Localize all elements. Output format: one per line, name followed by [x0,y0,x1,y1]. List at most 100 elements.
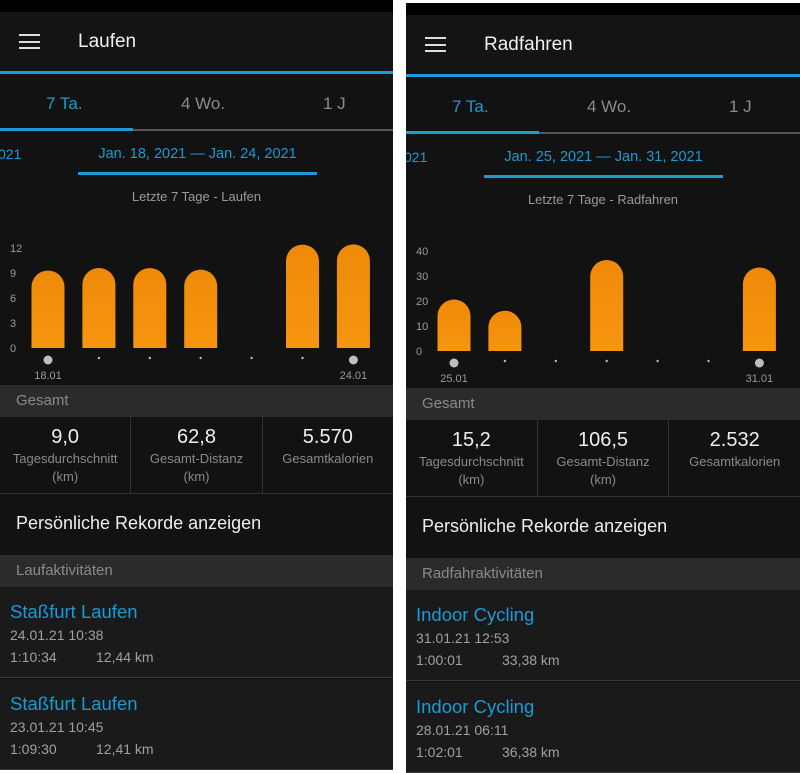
bar [437,299,471,351]
activity-datetime: 31.01.21 12:53 [416,630,510,646]
personal-records-link[interactable]: Persönliche Rekorde anzeigen [422,516,668,536]
x-tick-dot [348,355,358,365]
activity-item[interactable]: Staßfurt Laufen 23.01.21 10:45 1:09:30 1… [0,679,393,770]
activity-duration: 1:00:01 [416,652,463,668]
bar [286,244,319,348]
x-tick-dot [656,359,659,363]
summary-header: Gesamt [406,388,800,420]
bar-chart: 0 3 6 9 12 18.01 24.01 [10,243,370,382]
y-tick-label: 9 [10,268,16,280]
activities-header: Radfahraktivitäten [406,558,800,590]
tab-4-weeks[interactable]: 4 Wo. [181,94,226,113]
stat-value: 62,8 [177,426,216,448]
stat-unit: (km) [590,472,616,487]
stat-total-calories: 5.570 Gesamtkalorien [263,417,393,493]
personal-records-link[interactable]: Persönliche Rekorde anzeigen [16,513,262,533]
tab-1-year[interactable]: 1 J [729,97,752,116]
tab-7-days[interactable]: 7 Ta. [452,97,489,116]
x-tick-dot [503,359,507,363]
x-tick-dot [301,356,304,360]
date-range[interactable]: Jan. 25, 2021 — Jan. 31, 2021 [504,149,703,165]
activity-name: Staßfurt Laufen [10,693,138,714]
bar [590,260,624,351]
stat-label: Gesamt-Distanz [556,454,650,469]
hamburger-menu-icon[interactable] [19,34,40,49]
y-tick-label: 3 [10,318,16,330]
stat-label: Tagesdurchschnitt [12,451,118,466]
x-tick-label: 18.01 [34,370,62,382]
stat-total-calories: 2.532 Gesamtkalorien [669,420,800,496]
stat-total-distance: 62,8 Gesamt-Distanz (km) [131,417,263,493]
x-tick-dot [43,355,53,365]
activity-duration: 1:09:30 [10,741,57,757]
summary-stats: 9,0 Tagesdurchschnitt (km) 62,8 Gesamt-D… [0,417,393,494]
activity-distance: 36,38 km [502,744,560,760]
tab-4-weeks[interactable]: 4 Wo. [587,97,632,116]
activity-item[interactable]: Indoor Cycling 31.01.21 12:53 1:00:01 33… [406,590,800,681]
stat-unit: (km) [183,469,210,484]
x-tick-dot [97,356,101,360]
bar-chart: 0 10 20 30 40 25.01 31.01 [416,246,776,385]
stat-value: 15,2 [451,429,491,451]
activity-name: Indoor Cycling [416,604,535,625]
stat-label: Tagesdurchschnitt [418,454,524,469]
x-tick-dot [554,359,557,363]
period-tabs: 7 Ta. 4 Wo. 1 J [406,77,800,135]
x-tick-dot [148,356,151,360]
activity-name: Indoor Cycling [416,696,535,717]
y-tick-label: 12 [10,243,22,255]
previous-date-range[interactable]: 021 [406,149,428,165]
bar [742,267,776,351]
y-tick-label: 40 [416,246,428,258]
activity-item[interactable]: Indoor Cycling 28.01.21 06:11 1:02:01 36… [406,682,800,773]
activity-datetime: 23.01.21 10:45 [10,719,104,735]
x-tick-dot [250,356,253,360]
tab-1-year[interactable]: 1 J [323,94,346,113]
stat-value: 106,5 [577,429,629,451]
period-tabs: 7 Ta. 4 Wo. 1 J [0,74,393,132]
x-tick-dot [605,359,608,363]
activity-item[interactable]: Staßfurt Laufen 24.01.21 10:38 1:10:34 1… [0,587,393,678]
chart-title: Letzte 7 Tage - Radfahren [527,192,679,207]
divider [0,71,393,74]
stat-value: 2.532 [709,429,760,451]
activity-duration: 1:10:34 [10,649,57,665]
page-title: Radfahren [484,34,573,55]
stat-daily-average: 9,0 Tagesdurchschnitt (km) [0,417,132,493]
stat-daily-average: 15,2 Tagesdurchschnitt (km) [406,420,538,496]
page-title: Laufen [78,31,137,52]
activity-distance: 12,44 km [96,649,154,665]
bar [336,244,370,348]
date-range-underline [484,175,723,178]
stat-unit: (km) [458,472,485,487]
y-tick-label: 20 [416,296,428,308]
tab-indicator [0,128,393,131]
divider [406,74,800,77]
activity-datetime: 24.01.21 10:38 [10,627,104,643]
x-tick-dot [449,358,459,368]
activity-name: Staßfurt Laufen [10,601,138,622]
status-bar [406,3,800,15]
stat-value: 9,0 [51,426,80,448]
hamburger-menu-icon[interactable] [425,37,446,52]
x-tick-dot [199,356,202,360]
x-tick-label: 24.01 [340,370,368,382]
bar [31,270,65,348]
previous-date-range[interactable]: 021 [0,146,22,162]
summary-stats: 15,2 Tagesdurchschnitt (km) 106,5 Gesamt… [406,420,800,497]
x-tick-label: 31.01 [746,373,774,385]
date-range-underline [78,172,317,175]
date-range[interactable]: Jan. 18, 2021 — Jan. 24, 2021 [98,146,297,162]
activity-distance: 33,38 km [502,652,560,668]
bar [133,268,167,348]
tab-7-days[interactable]: 7 Ta. [46,94,83,113]
y-tick-label: 0 [10,343,16,355]
activities-header: Laufaktivitäten [0,555,393,587]
tab-indicator [406,131,800,134]
x-tick-dot [754,358,764,368]
bar [82,268,116,348]
bar [488,310,522,351]
activity-distance: 12,41 km [96,741,154,757]
y-tick-label: 30 [416,271,428,283]
chart-title: Letzte 7 Tage - Laufen [131,189,262,204]
